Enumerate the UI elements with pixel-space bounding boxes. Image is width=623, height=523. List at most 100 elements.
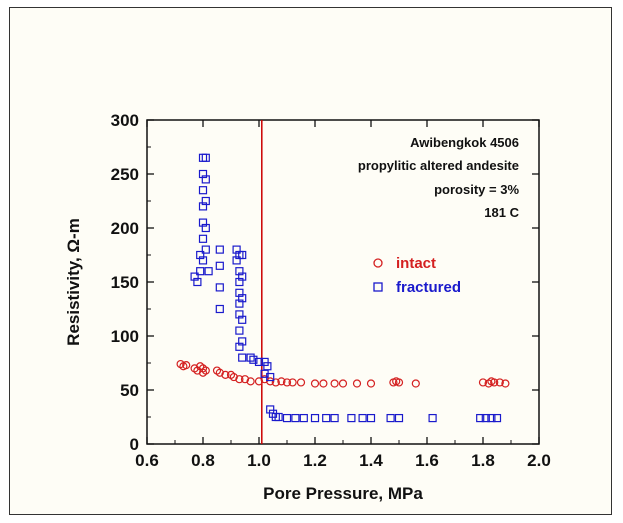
intact-point-17 — [254, 377, 264, 386]
intact-point-35 — [478, 378, 488, 387]
fractured-point-17 — [215, 245, 224, 254]
annotation-line-3: porosity = 3% — [434, 182, 519, 197]
intact-point-30 — [366, 379, 376, 388]
intact-point-8 — [201, 366, 210, 375]
fractured-point-38 — [249, 355, 258, 364]
intact-point-24 — [296, 378, 306, 387]
fractured-point-9 — [198, 234, 208, 243]
intact-point-27 — [330, 379, 339, 388]
fractured-point-39 — [254, 357, 264, 367]
y-tick-label-2: 100 — [111, 327, 139, 346]
fractured-point-2 — [196, 250, 205, 260]
fractured-point-60 — [476, 413, 485, 423]
legend-intact-marker — [373, 258, 383, 268]
y-tick-label-6: 300 — [111, 111, 139, 130]
intact-point-14 — [235, 375, 244, 384]
fractured-point-10 — [198, 256, 208, 265]
intact-point-4 — [193, 366, 202, 375]
intact-point-13 — [229, 372, 238, 382]
fractured-point-37 — [246, 353, 255, 362]
fractured-point-35 — [238, 337, 247, 346]
fractured-point-56 — [366, 413, 376, 423]
fractured-point-62 — [487, 413, 496, 423]
fractured-point-50 — [299, 413, 308, 423]
intact-point-22 — [282, 378, 292, 387]
intact-point-19 — [266, 377, 275, 386]
fractured-point-29 — [235, 326, 244, 335]
x-tick-label-1: 0.8 — [191, 451, 215, 470]
intact-point-39 — [495, 378, 504, 387]
fractured-point-0 — [190, 272, 199, 281]
fractured-point-6 — [198, 186, 208, 195]
fractured-point-43 — [266, 372, 275, 382]
fractured-point-47 — [274, 412, 283, 422]
y-tick-label-0: 0 — [130, 435, 139, 454]
fractured-point-51 — [310, 413, 320, 423]
fractured-point-41 — [263, 362, 272, 371]
fractured-point-20 — [215, 304, 224, 314]
fractured-point-14 — [201, 223, 210, 233]
intact-point-16 — [246, 377, 255, 386]
intact-point-20 — [271, 378, 280, 387]
fractured-point-12 — [201, 175, 210, 184]
intact-point-25 — [310, 379, 320, 388]
fractured-point-59 — [428, 413, 437, 423]
fractured-point-25 — [235, 277, 244, 287]
fractured-point-44 — [266, 405, 275, 414]
fractured-point-28 — [235, 310, 244, 319]
intact-point-10 — [215, 368, 224, 377]
fractured-point-13 — [201, 196, 210, 206]
intact-point-21 — [277, 377, 286, 386]
x-tick-label-2: 1.0 — [247, 451, 271, 470]
fractured-point-1 — [193, 277, 202, 287]
fractured-point-53 — [330, 413, 339, 423]
fractured-point-30 — [235, 342, 244, 351]
fractured-point-19 — [215, 283, 224, 292]
fractured-point-26 — [235, 288, 244, 297]
intact-point-18 — [260, 375, 269, 384]
fractured-point-48 — [282, 413, 292, 423]
intact-point-40 — [501, 379, 510, 388]
intact-point-33 — [394, 378, 404, 387]
x-tick-label-3: 1.2 — [303, 451, 327, 470]
intact-point-2 — [182, 361, 191, 370]
intact-point-15 — [240, 375, 250, 384]
fractured-point-32 — [238, 272, 247, 281]
y-tick-label-1: 50 — [120, 381, 139, 400]
fractured-point-16 — [204, 267, 213, 276]
axes: 0.6 0.8 1.0 1.2 1.4 1.6 1.8 2.0 0 50 100 150 200 250 3… — [111, 111, 551, 470]
fractured-point-24 — [235, 267, 244, 276]
fractured-point-54 — [347, 413, 356, 423]
fractured-point-18 — [215, 261, 224, 270]
fractured-point-7 — [198, 202, 208, 211]
fractured-point-4 — [198, 153, 208, 162]
fractured-point-61 — [481, 413, 490, 423]
fractured-point-57 — [386, 413, 395, 423]
x-tick-label-7: 2.0 — [527, 451, 551, 470]
fractured-point-21 — [232, 245, 241, 254]
x-tick-label-4: 1.4 — [359, 451, 383, 470]
fractured-point-55 — [358, 413, 367, 423]
data-markers — [176, 153, 510, 423]
intact-point-23 — [288, 378, 297, 387]
annotation-line-2: propylitic altered andesite — [358, 158, 519, 173]
fractured-point-11 — [201, 153, 210, 162]
fractured-point-22 — [232, 256, 241, 265]
intact-point-11 — [221, 370, 230, 379]
y-tick-label-5: 250 — [111, 165, 139, 184]
legend-fractured-marker — [373, 282, 383, 292]
x-tick-label-6: 1.8 — [471, 451, 495, 470]
y-tick-label-3: 150 — [111, 273, 139, 292]
fractured-point-27 — [235, 299, 244, 308]
y-axis-title: Resistivity, Ω-m — [64, 218, 83, 346]
fractured-point-52 — [322, 413, 331, 423]
legend-intact-label: intact — [396, 255, 436, 272]
fractured-point-63 — [492, 413, 502, 423]
fractured-point-31 — [238, 250, 247, 260]
intact-point-28 — [338, 379, 348, 388]
fractured-point-8 — [198, 218, 208, 227]
annotation-line-1: Awibengkok 4506 — [410, 135, 519, 150]
x-tick-label-0: 0.6 — [135, 451, 159, 470]
x-tick-label-5: 1.6 — [415, 451, 439, 470]
